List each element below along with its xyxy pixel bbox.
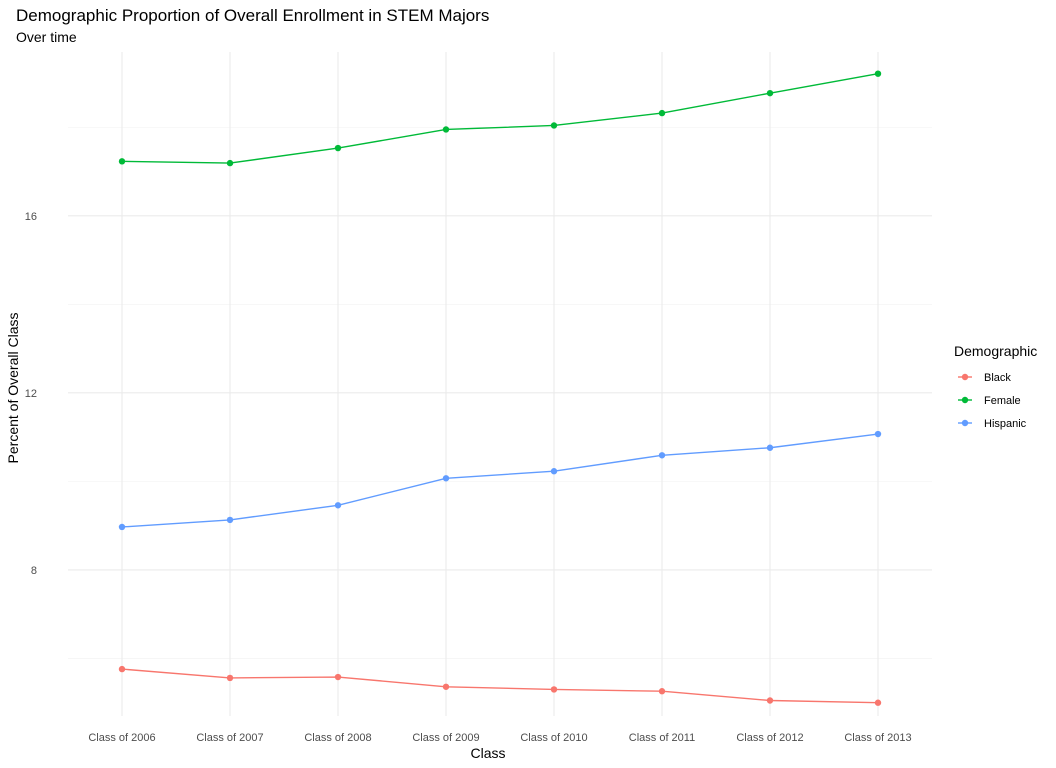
data-point — [550, 686, 558, 693]
data-point — [874, 70, 882, 77]
series-line — [121, 668, 879, 704]
y-tick-label: 8 — [31, 565, 37, 577]
legend-key-point — [961, 373, 969, 381]
data-point — [766, 89, 774, 97]
legend-label: Black — [984, 372, 1011, 384]
data-point — [658, 452, 666, 459]
data-point — [874, 430, 882, 438]
y-axis-ticks: 8 12 16 — [25, 211, 37, 577]
y-axis-title: Percent of Overall Class — [5, 313, 21, 464]
data-point — [334, 502, 342, 509]
x-tick-label: Class of 2011 — [629, 732, 695, 744]
legend-item-female: Female — [958, 395, 1021, 407]
series-layer — [118, 70, 882, 706]
legend-key-point — [961, 396, 969, 404]
legend-item-hispanic: Hispanic — [958, 418, 1027, 430]
data-point — [442, 683, 450, 690]
data-point — [550, 468, 558, 475]
data-point — [334, 673, 342, 681]
x-tick-label: Class of 2007 — [196, 732, 263, 744]
data-point — [226, 516, 234, 524]
legend-key-point — [961, 419, 969, 427]
data-point — [766, 697, 774, 704]
series-female — [118, 70, 882, 167]
legend-title: Demographic — [954, 343, 1037, 359]
y-tick-label: 16 — [25, 211, 37, 223]
data-point — [550, 122, 558, 129]
data-point — [442, 475, 450, 482]
data-point — [226, 674, 234, 682]
series-hispanic — [118, 430, 882, 531]
legend-label: Female — [984, 395, 1021, 407]
x-tick-label: Class of 2008 — [304, 732, 371, 744]
series-line — [121, 73, 879, 164]
legend-item-black: Black — [958, 372, 1011, 384]
y-tick-label: 12 — [25, 388, 37, 400]
chart-subtitle: Over time — [16, 29, 77, 45]
legend: Demographic Black Female Hispanic — [954, 343, 1037, 430]
data-point — [658, 688, 666, 695]
data-point — [658, 109, 666, 117]
data-point — [118, 665, 126, 673]
x-axis-title: Class — [470, 745, 505, 761]
legend-label: Hispanic — [984, 418, 1027, 430]
grid — [68, 52, 932, 716]
x-tick-label: Class of 2013 — [844, 732, 911, 744]
x-tick-label: Class of 2009 — [412, 732, 479, 744]
chart-title: Demographic Proportion of Overall Enroll… — [16, 6, 489, 25]
x-tick-label: Class of 2012 — [736, 732, 803, 744]
data-point — [766, 444, 774, 451]
data-point — [442, 126, 450, 133]
x-tick-label: Class of 2006 — [88, 732, 155, 744]
data-point — [874, 699, 882, 706]
data-point — [118, 523, 126, 531]
data-point — [118, 158, 126, 165]
series-line — [121, 433, 879, 528]
series-black — [118, 665, 882, 706]
data-point — [334, 144, 342, 152]
x-axis-ticks: Class of 2006 Class of 2007 Class of 2008 C… — [88, 732, 911, 744]
data-point — [226, 159, 234, 167]
x-tick-label: Class of 2010 — [520, 732, 587, 744]
